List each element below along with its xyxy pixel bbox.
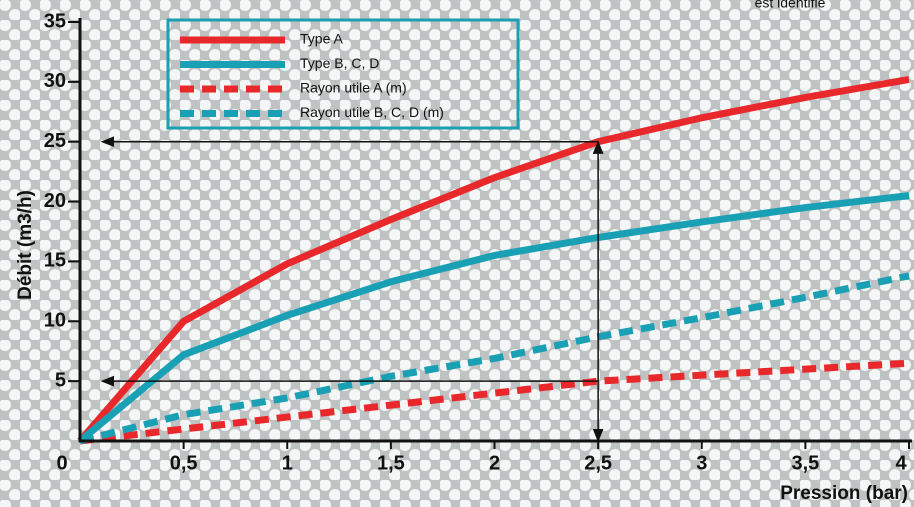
x-tick-label: 0 bbox=[56, 452, 67, 474]
x-tick-label: 3,5 bbox=[791, 452, 819, 474]
x-axis-label: Pression (bar) bbox=[780, 483, 908, 504]
y-tick-label: 20 bbox=[44, 190, 66, 212]
series-line bbox=[77, 76, 910, 444]
legend-label: Type A bbox=[300, 31, 343, 47]
y-tick-label: 5 bbox=[55, 369, 66, 391]
series-line bbox=[77, 192, 910, 444]
legend-label: Type B, C, D bbox=[300, 55, 379, 71]
x-tick-label: 4 bbox=[895, 452, 907, 474]
legend-label: Rayon utile A (m) bbox=[300, 80, 407, 96]
x-tick-label: 2 bbox=[489, 452, 500, 474]
legend-label: Rayon utile B, C, D (m) bbox=[300, 104, 444, 120]
series-line bbox=[79, 359, 910, 445]
annotation: est identifié bbox=[755, 0, 826, 11]
y-tick-label: 30 bbox=[44, 70, 66, 92]
x-tick-label: 3 bbox=[696, 452, 707, 474]
y-tick-label: 35 bbox=[44, 10, 66, 32]
x-tick-label: 2,5 bbox=[584, 452, 612, 474]
y-tick-label: 15 bbox=[44, 250, 66, 272]
y-tick-label: 25 bbox=[44, 130, 66, 152]
y-tick-label: 10 bbox=[44, 310, 66, 332]
legend-box bbox=[166, 18, 520, 130]
x-tick-label: 1,5 bbox=[377, 452, 405, 474]
x-tick-label: 1 bbox=[282, 452, 293, 474]
series-line bbox=[79, 272, 910, 445]
x-tick-label: 0,5 bbox=[170, 452, 198, 474]
y-axis-label: Débit (m3/h) bbox=[15, 190, 36, 300]
